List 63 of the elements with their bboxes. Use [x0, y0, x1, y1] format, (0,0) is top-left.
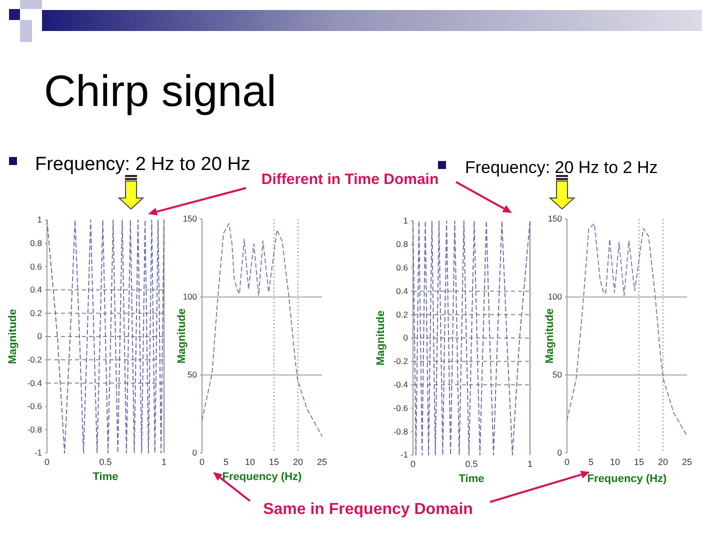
y-tick-label: 0.8 [30, 238, 42, 248]
x-tick-label: 10 [244, 457, 256, 467]
x-tick-label: 5 [588, 457, 594, 467]
y-tick-label: 0.2 [396, 309, 408, 320]
x-tick-label: 0.5 [465, 459, 478, 469]
x-tick-label: 15 [634, 457, 644, 467]
y-tick-label: 0.6 [396, 262, 408, 273]
y-tick-label: 0 [37, 331, 42, 342]
y-tick-label: -0.2 [27, 354, 42, 365]
y-tick-label: 0 [557, 448, 562, 458]
y-tick-label: 150 [182, 214, 198, 224]
y-tick-label: -0.4 [27, 378, 42, 388]
y-tick-label: -0.6 [27, 401, 42, 412]
y-tick-label: -0.8 [393, 426, 408, 436]
x-tick-label: 0 [44, 457, 50, 467]
y-tick-label: -1 [400, 450, 408, 460]
y-tick-label: 150 [548, 214, 562, 224]
x-tick-label: 1 [527, 459, 533, 469]
y-tick-label: 0.8 [396, 239, 408, 250]
y-axis-title: Magnitude [544, 308, 556, 364]
x-tick-label: 10 [610, 457, 620, 467]
text: Different in Time Domain [261, 171, 439, 188]
y-tick-label: -0.8 [27, 424, 42, 434]
y-axis-title: Magnitude [374, 310, 387, 366]
chart-subtitle: Frequency: 20 Hz to 2 Hz [465, 158, 658, 177]
x-tick-label: 15 [268, 457, 280, 467]
y-tick-label: 0.6 [30, 261, 42, 272]
x-tick-label: 20 [292, 457, 304, 467]
x-axis-title: Frequency (Hz) [587, 473, 668, 485]
y-tick-label: 0.4 [30, 284, 42, 295]
text: Same in Frequency Domain [263, 501, 473, 518]
x-tick-label: 1 [161, 457, 167, 467]
chart-title: Chirp signal [44, 67, 276, 116]
y-tick-label: -1 [34, 448, 42, 458]
y-tick-label: 100 [182, 292, 198, 302]
x-tick-label: 20 [658, 457, 668, 467]
x-tick-label: 25 [682, 457, 692, 467]
x-tick-label: 0 [199, 457, 205, 467]
x-tick-label: 5 [223, 457, 229, 467]
x-tick-label: 25 [316, 457, 328, 467]
y-tick-label: 1 [403, 216, 408, 226]
y-tick-label: 0 [403, 332, 408, 343]
y-tick-label: -0.4 [393, 380, 408, 390]
y-tick-label: 1 [37, 214, 42, 225]
x-axis-title: Frequency (Hz) [222, 471, 302, 483]
y-tick-label: 50 [188, 370, 198, 380]
y-tick-label: 0 [192, 448, 198, 458]
y-tick-label: -0.2 [393, 356, 408, 366]
x-axis-title: Time [458, 473, 484, 485]
y-tick-label: 0.4 [396, 286, 408, 296]
y-axis-title: Magnitude [176, 308, 188, 364]
chart-subtitle: Frequency: 2 Hz to 20 Hz [35, 154, 250, 175]
x-axis-title: Time [92, 471, 118, 483]
x-tick-label: 0.5 [99, 457, 112, 467]
y-tick-label: 0.2 [30, 308, 42, 318]
line-series [566, 223, 688, 436]
y-axis-title: Magnitude [6, 309, 19, 364]
line-series [202, 223, 322, 436]
x-tick-label: 0 [564, 457, 570, 467]
x-tick-label: 0 [410, 459, 416, 469]
y-tick-label: -0.6 [393, 402, 408, 413]
y-tick-label: 50 [552, 370, 562, 380]
y-tick-label: 100 [548, 292, 562, 302]
